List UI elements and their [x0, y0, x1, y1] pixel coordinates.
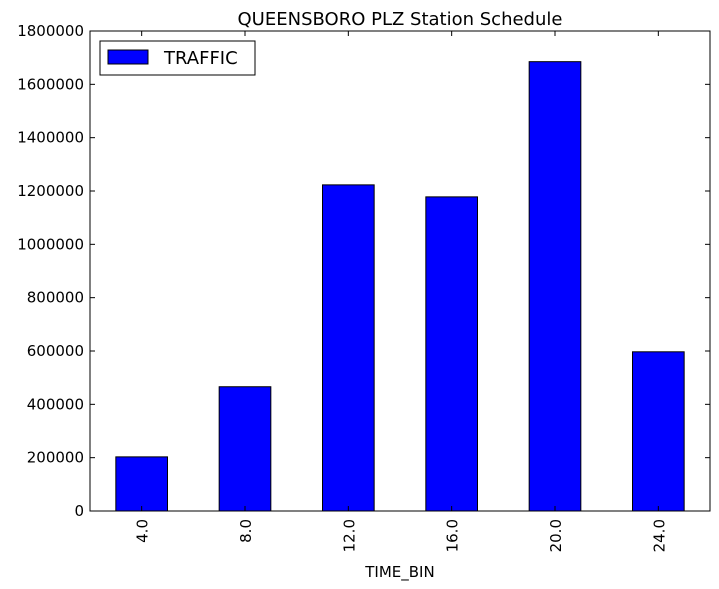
- y-tick-label: 200000: [27, 449, 84, 467]
- bar-8.0: [218, 386, 272, 512]
- y-tick-label: 1000000: [17, 235, 84, 253]
- legend: TRAFFIC: [99, 40, 256, 76]
- y-tick-label: 800000: [27, 289, 84, 307]
- y-tick-label: 1200000: [17, 182, 84, 200]
- legend-swatch-traffic: [107, 49, 149, 65]
- y-tick-label: 600000: [27, 342, 84, 360]
- bar-16.0: [425, 196, 479, 512]
- bar-24.0: [632, 351, 685, 512]
- x-tick-label: 20.0: [547, 519, 565, 552]
- bars-layer: [115, 61, 685, 512]
- bar-20.0: [528, 61, 582, 512]
- axis-ticks-layer: 4.0 8.0 12.0 16.0 20.0 24.0 0 200000 400000 60000…: [17, 22, 710, 552]
- x-tick-label: 16.0: [444, 519, 462, 552]
- y-tick-label: 400000: [27, 395, 84, 413]
- plot-frame: [89, 30, 711, 512]
- y-tick-label: 1400000: [17, 129, 84, 147]
- x-tick-label: 24.0: [650, 519, 668, 552]
- chart-title: QUEENSBORO PLZ Station Schedule: [238, 9, 563, 30]
- legend-label-traffic: TRAFFIC: [163, 48, 238, 69]
- y-tick-label: 1800000: [17, 22, 84, 40]
- y-tick-label: 0: [74, 502, 84, 520]
- bar-12.0: [322, 184, 375, 512]
- x-tick-label: 4.0: [134, 519, 152, 543]
- x-tick-label: 12.0: [340, 519, 358, 552]
- x-tick-label: 8.0: [237, 519, 255, 543]
- y-tick-label: 1600000: [17, 75, 84, 93]
- x-axis-label: TIME_BIN: [364, 563, 434, 582]
- bar-4.0: [115, 456, 169, 512]
